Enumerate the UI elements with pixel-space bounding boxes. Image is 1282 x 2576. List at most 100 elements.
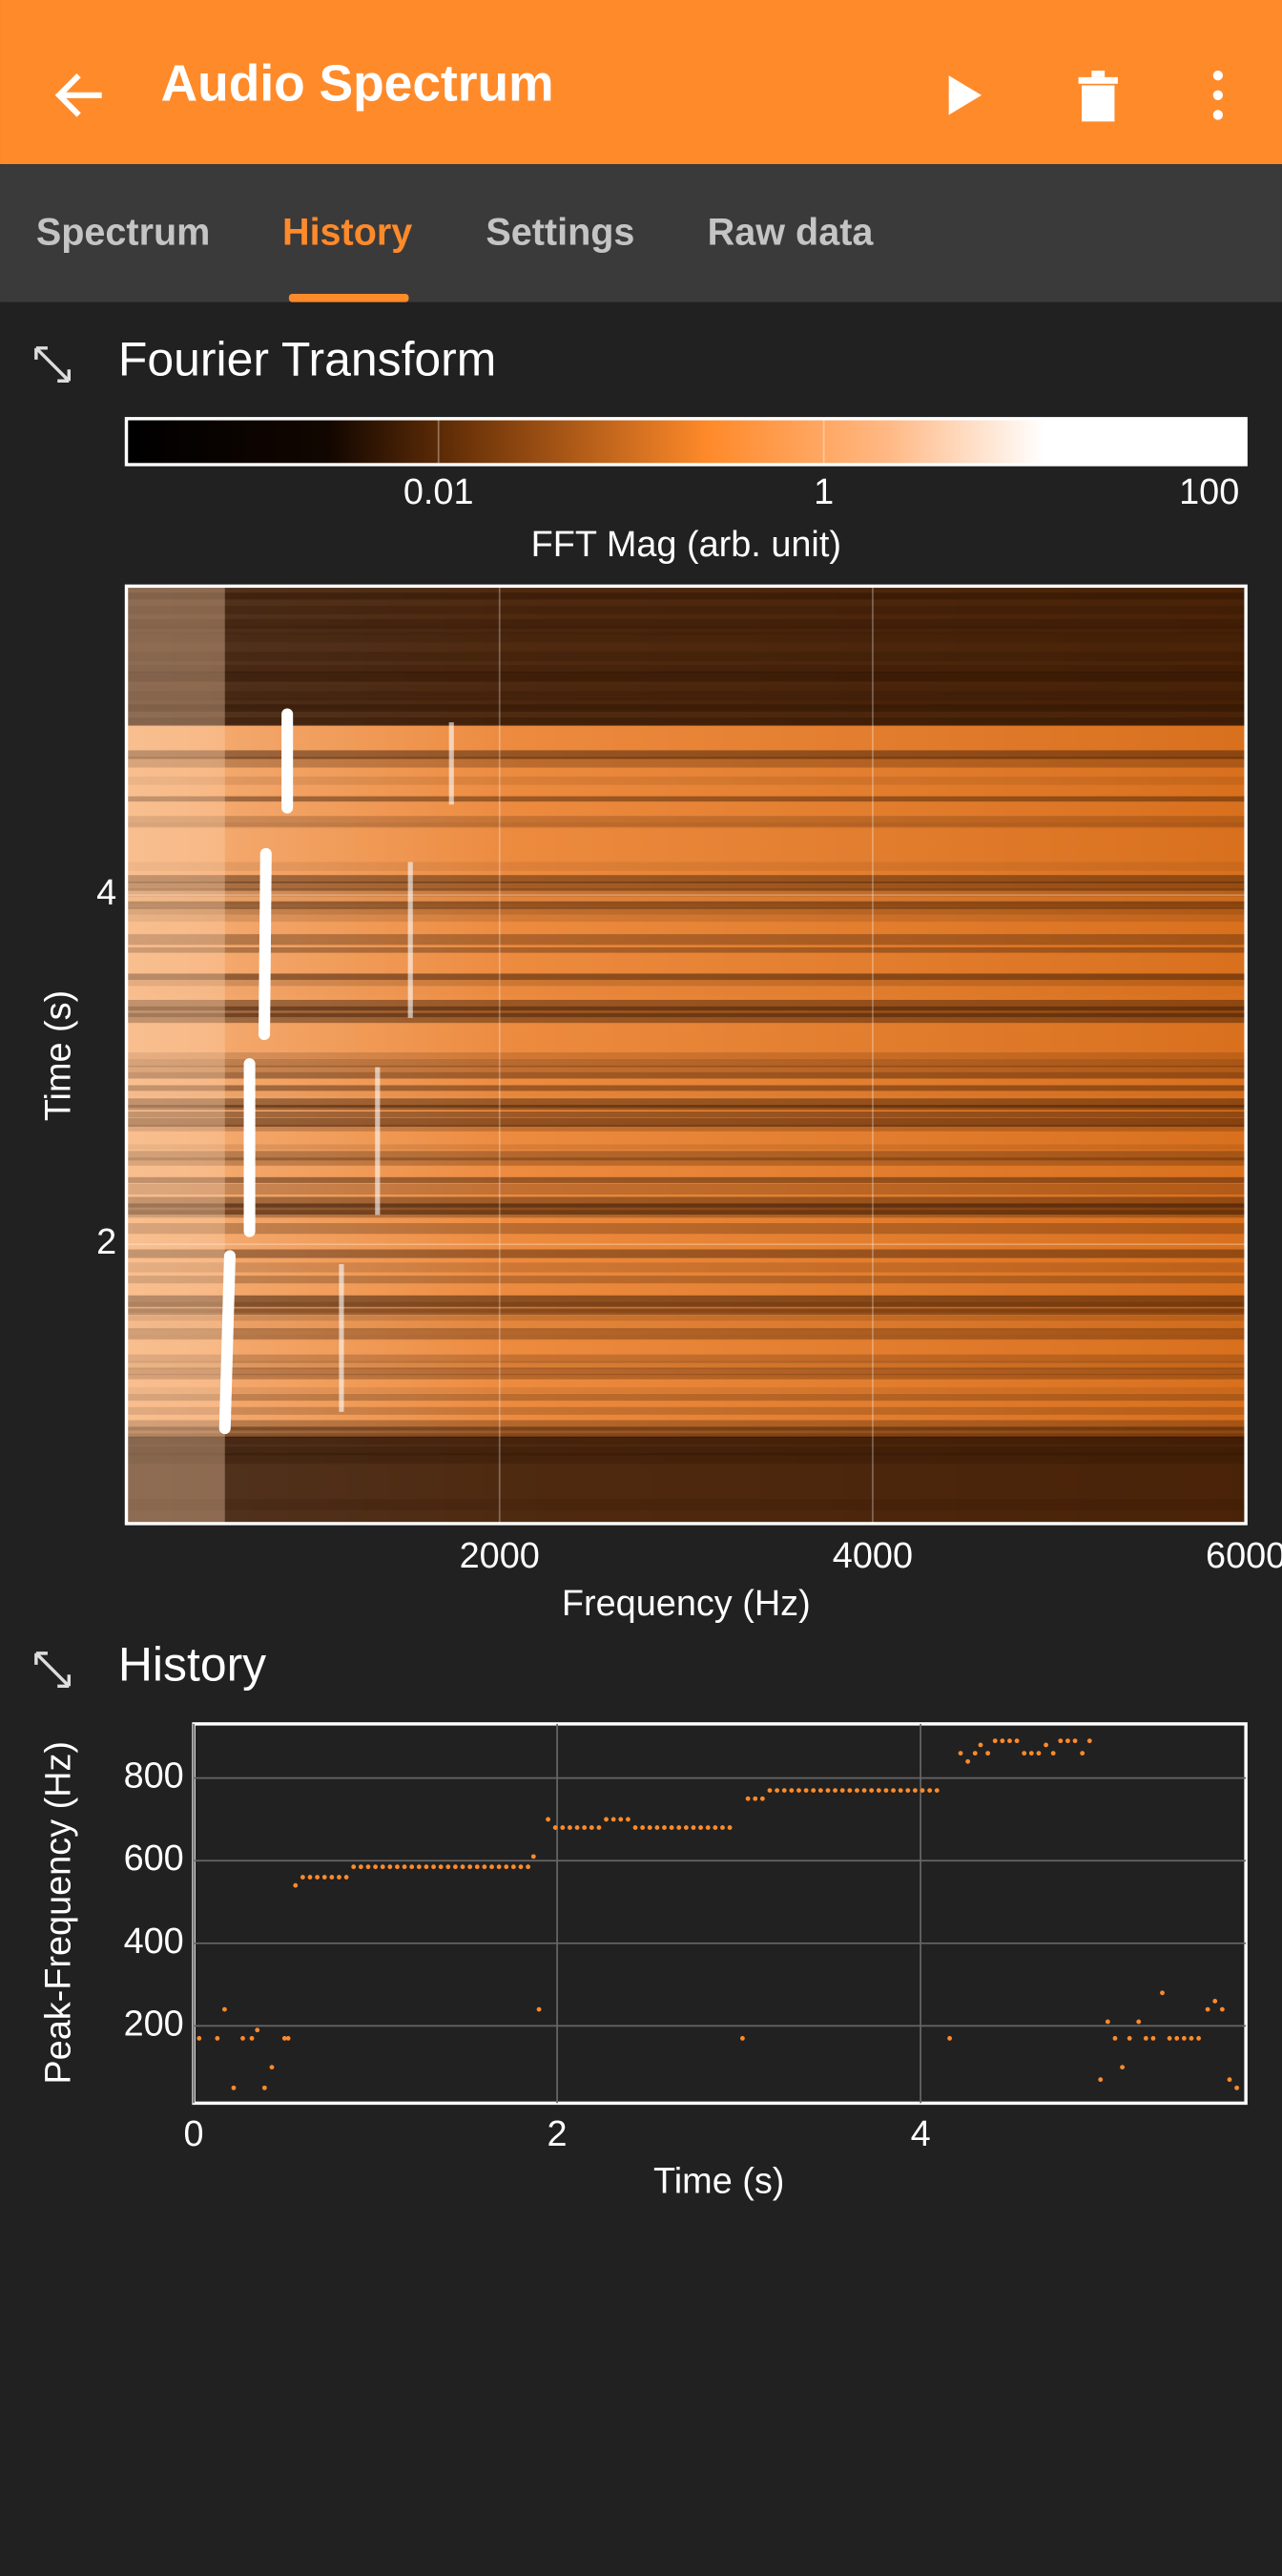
texture-stripe (126, 605, 1247, 614)
spectrogram-base (126, 586, 1247, 1524)
texture-stripe (126, 973, 1247, 981)
data-point (869, 1788, 875, 1794)
data-point (424, 1864, 429, 1870)
data-point (337, 1875, 341, 1880)
texture-stripe (126, 1420, 1247, 1431)
texture-stripe (127, 987, 1247, 995)
texture-stripe (126, 592, 1247, 600)
data-point (1058, 1738, 1064, 1744)
data-point (905, 1788, 911, 1794)
data-point (1014, 1738, 1020, 1744)
data-point (1007, 1738, 1012, 1744)
texture-stripe (127, 1335, 1247, 1340)
data-point (610, 1817, 616, 1822)
tab[interactable]: Spectrum (36, 212, 210, 254)
data-point (402, 1864, 407, 1870)
data-point (767, 1788, 773, 1794)
x-tick-label: 2000 (460, 1536, 540, 1576)
texture-stripe (126, 934, 1247, 945)
texture-stripe (126, 1071, 1247, 1079)
expand-icon[interactable] (34, 1652, 72, 1689)
tab-indicator (288, 294, 409, 302)
texture-stripe (126, 1262, 1247, 1273)
tab[interactable]: Settings (486, 212, 634, 254)
tab[interactable]: Raw data (708, 212, 875, 254)
texture-stripe (126, 1393, 1247, 1402)
peak-trace (258, 847, 272, 1041)
data-point (526, 1864, 531, 1870)
texture-stripe (126, 704, 1247, 712)
colorbar-tick-label: 1 (814, 472, 834, 512)
texture-stripe (126, 750, 1247, 759)
texture-stripe (126, 882, 1247, 891)
data-point (833, 1788, 837, 1794)
x-tick-label: 4 (911, 2114, 931, 2154)
x-tick-label: 6000 (1206, 1536, 1282, 1576)
data-point (1219, 2006, 1225, 2012)
data-point (920, 1788, 925, 1794)
back-button[interactable] (54, 73, 102, 117)
data-point (387, 1864, 393, 1870)
expand-icon[interactable] (34, 346, 72, 383)
texture-stripe (126, 697, 1247, 709)
data-point (1234, 2085, 1240, 2090)
texture-stripe (126, 1117, 1247, 1127)
texture-stripe (126, 907, 1247, 915)
tab-active[interactable]: History (282, 212, 412, 254)
data-point (589, 1825, 594, 1830)
data-point (676, 1825, 682, 1830)
data-point (1065, 1738, 1070, 1744)
data-point (876, 1788, 881, 1794)
data-point (705, 1825, 711, 1830)
texture-stripe (126, 980, 1247, 987)
data-point (811, 1788, 817, 1794)
peak-trace (218, 1250, 236, 1435)
data-point (536, 2006, 542, 2012)
data-point (927, 1788, 933, 1794)
texture-stripe (126, 1176, 1247, 1183)
data-point (373, 1864, 378, 1870)
texture-stripe (126, 1321, 1247, 1331)
data-point (669, 1825, 674, 1830)
texture-stripe (126, 717, 1247, 725)
data-point (460, 1864, 465, 1870)
play-button[interactable] (948, 75, 982, 115)
delete-button[interactable] (1078, 70, 1118, 122)
texture-stripe (127, 1091, 1247, 1096)
data-point (796, 1788, 801, 1794)
data-point (640, 1825, 646, 1830)
data-point (482, 1864, 487, 1870)
data-point (817, 1788, 823, 1794)
texture-stripe (126, 1406, 1247, 1415)
chart-title: Fourier Transform (118, 332, 496, 385)
texture-stripe (126, 691, 1247, 701)
menu-button[interactable] (1212, 70, 1224, 120)
texture-stripe (126, 1499, 1247, 1510)
data-point (720, 1825, 725, 1830)
data-point (753, 1796, 758, 1801)
y-axis-label: Peak-Frequency (Hz) (39, 1741, 79, 2085)
texture-stripe (126, 1387, 1247, 1394)
data-point (861, 1788, 867, 1794)
texture-stripe (126, 1157, 1247, 1166)
data-point (683, 1825, 689, 1830)
data-point (781, 1788, 787, 1794)
data-point (1227, 2077, 1232, 2083)
data-point (604, 1817, 609, 1822)
data-point (992, 1738, 998, 1744)
chart-title: History (118, 1638, 266, 1692)
spectrogram (126, 586, 1247, 1524)
texture-stripe (126, 757, 1247, 768)
data-point (898, 1788, 903, 1794)
data-point (582, 1825, 588, 1830)
data-point (380, 1864, 385, 1870)
data-point (883, 1788, 889, 1794)
data-point (518, 1864, 524, 1870)
data-point (745, 1796, 751, 1801)
colorbar-tick-label: 0.01 (403, 472, 474, 512)
data-point (1098, 2077, 1104, 2083)
texture-stripe (126, 1276, 1247, 1284)
data-point (1160, 1990, 1165, 1996)
